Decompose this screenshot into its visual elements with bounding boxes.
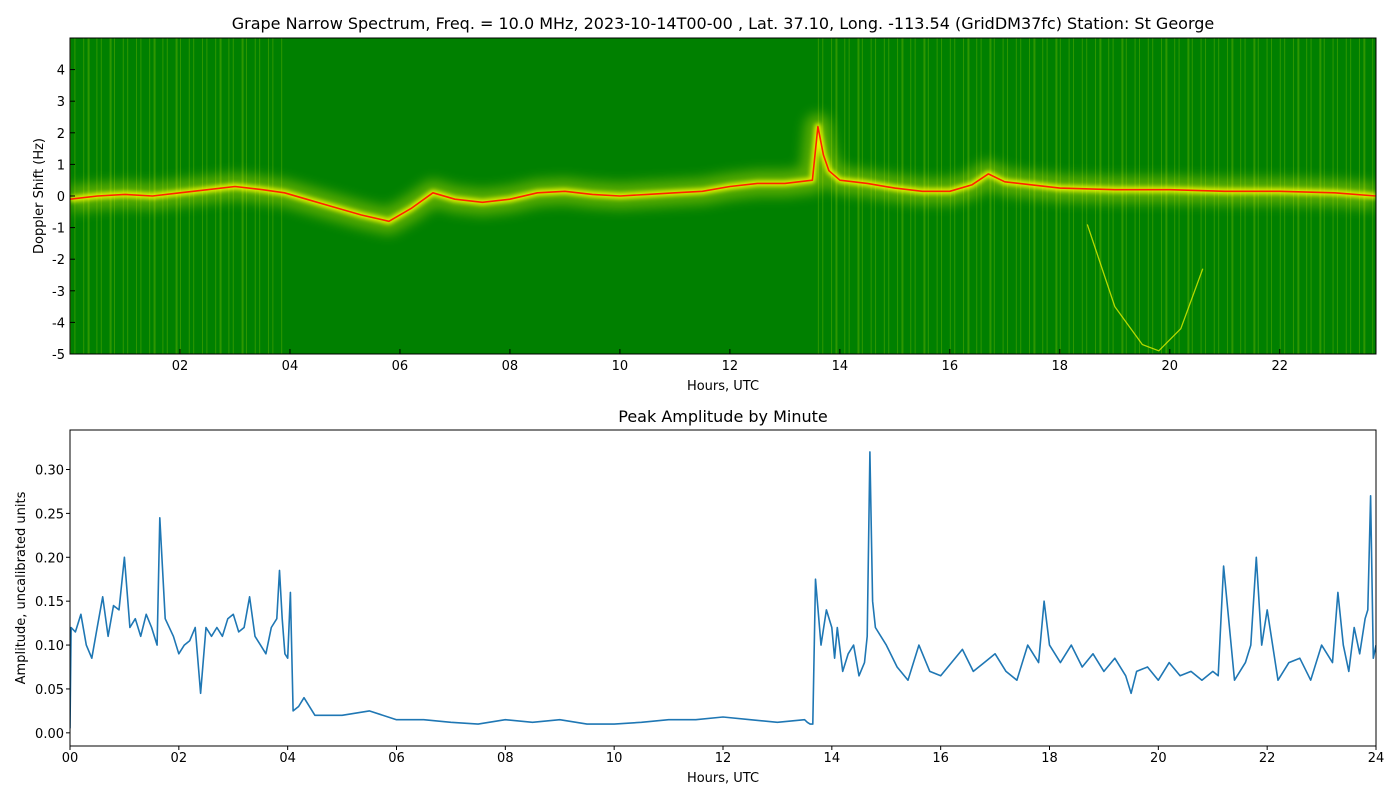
spectrogram-signal-peak [70, 125, 1376, 223]
amplitude-x-tick-label: 14 [824, 751, 841, 766]
amplitude-x-tick-label: 12 [715, 751, 732, 766]
amplitude-y-tick-label: 0.00 [35, 727, 64, 742]
spectrogram-y-tick-label: 1 [57, 158, 65, 173]
amplitude-x-ticks: 00 02 04 06 08 10 12 14 16 18 20 22 24 [62, 746, 1385, 766]
amplitude-x-label: Hours, UTC [687, 771, 759, 786]
spectrogram-title: Grape Narrow Spectrum, Freq. = 10.0 MHz,… [232, 14, 1215, 33]
amplitude-x-tick-label: 04 [279, 751, 296, 766]
amplitude-x-tick-label: 18 [1041, 751, 1058, 766]
spectrogram-plot-area [70, 38, 1376, 354]
amplitude-title: Peak Amplitude by Minute [618, 407, 828, 426]
amplitude-y-tick-label: 0.05 [35, 683, 64, 698]
spectrogram-x-tick-label: 18 [1052, 359, 1069, 374]
spectrogram-y-tick-label: -2 [52, 253, 65, 268]
spectrogram-y-tick-label: -3 [52, 285, 65, 300]
spectrogram-x-tick-label: 06 [392, 359, 409, 374]
amplitude-plot-area [70, 451, 1376, 729]
amplitude-x-tick-label: 00 [62, 751, 79, 766]
amplitude-y-tick-label: 0.25 [35, 507, 64, 522]
spectrogram-y-tick-label: 4 [57, 64, 65, 79]
amplitude-y-tick-label: 0.30 [35, 464, 64, 479]
spectrogram-x-tick-label: 04 [282, 359, 299, 374]
spectrogram-y-tick-label: -4 [52, 316, 65, 331]
spectrogram-x-tick-label: 22 [1271, 359, 1288, 374]
amplitude-x-tick-label: 08 [497, 751, 514, 766]
spectrogram-x-tick-label: 08 [502, 359, 519, 374]
spectrogram-y-tick-label: 2 [57, 127, 65, 142]
spectrogram-y-label: Doppler Shift (Hz) [32, 138, 47, 254]
amplitude-y-tick-label: 0.20 [35, 551, 64, 566]
amplitude-x-tick-label: 06 [388, 751, 405, 766]
amplitude-x-tick-label: 24 [1368, 751, 1385, 766]
spectrogram-x-tick-label: 12 [722, 359, 739, 374]
spectrogram-panel: Grape Narrow Spectrum, Freq. = 10.0 MHz,… [32, 14, 1377, 394]
spectrogram-y-tick-label: 3 [57, 95, 65, 110]
amplitude-x-tick-label: 20 [1150, 751, 1167, 766]
spectrogram-x-tick-label: 02 [172, 359, 189, 374]
spectrogram-x-tick-label: 14 [832, 359, 849, 374]
amplitude-series-line [70, 451, 1376, 729]
amplitude-x-tick-label: 22 [1259, 751, 1276, 766]
spectrogram-x-tick-label: 16 [942, 359, 959, 374]
spectrogram-y-tick-label: 0 [57, 190, 65, 205]
spectrogram-y-tick-label: -1 [52, 222, 65, 237]
amplitude-panel: Peak Amplitude by Minute 00 02 04 06 08 10 12 1… [14, 407, 1384, 786]
spectrogram-x-ticks: 02 04 06 08 10 12 14 16 18 20 22 [172, 349, 1288, 374]
amplitude-y-ticks: 0.00 0.05 0.10 0.15 0.20 0.25 0.30 [35, 464, 70, 742]
spectrogram-x-label: Hours, UTC [687, 379, 759, 394]
amplitude-x-tick-label: 16 [932, 751, 949, 766]
spectrogram-y-tick-label: -5 [52, 348, 65, 363]
amplitude-x-tick-label: 02 [171, 751, 188, 766]
spectrogram-x-tick-label: 20 [1162, 359, 1179, 374]
amplitude-background [70, 430, 1376, 746]
spectrogram-x-tick-label: 10 [612, 359, 629, 374]
amplitude-y-tick-label: 0.15 [35, 595, 64, 610]
spectrogram-arc-trace [1086, 224, 1204, 352]
amplitude-x-tick-label: 10 [606, 751, 623, 766]
spectrogram-y-ticks: -5 -4 -3 -2 -1 0 1 2 3 4 [52, 64, 75, 363]
amplitude-y-label: Amplitude, uncalibrated units [14, 491, 29, 684]
amplitude-y-tick-label: 0.10 [35, 639, 64, 654]
